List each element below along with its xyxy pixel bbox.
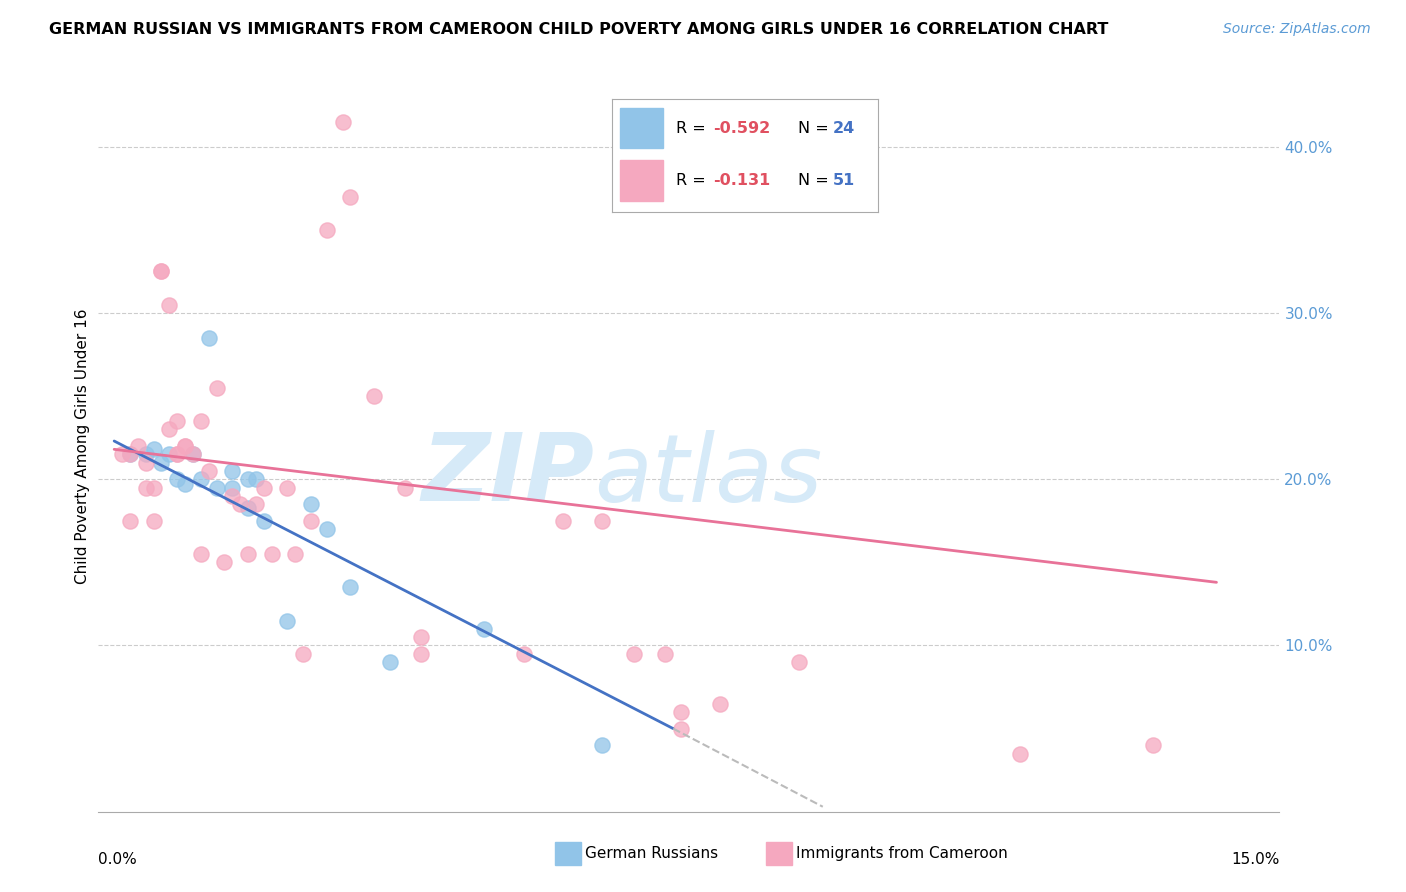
Y-axis label: Child Poverty Among Girls Under 16: Child Poverty Among Girls Under 16: [75, 309, 90, 583]
Point: [118, 447, 141, 461]
Point: [150, 264, 173, 278]
Point: [142, 514, 165, 528]
Point: [157, 298, 180, 312]
Point: [394, 481, 416, 495]
Point: [411, 630, 433, 644]
Point: [150, 456, 173, 470]
Point: [245, 472, 267, 486]
Point: [157, 447, 180, 461]
Point: [118, 447, 141, 461]
Point: [315, 522, 337, 536]
Point: [245, 497, 267, 511]
Point: [111, 447, 134, 461]
Text: 0.0%: 0.0%: [98, 852, 138, 867]
Point: [174, 477, 197, 491]
Point: [205, 481, 228, 495]
Point: [623, 647, 645, 661]
Point: [284, 547, 307, 561]
Point: [339, 189, 361, 203]
Point: [127, 439, 149, 453]
Point: [332, 115, 354, 129]
Point: [190, 414, 212, 428]
Point: [166, 447, 188, 461]
Point: [181, 447, 204, 461]
Point: [339, 580, 361, 594]
Point: [236, 472, 259, 486]
Point: [221, 489, 243, 503]
Text: GERMAN RUSSIAN VS IMMIGRANTS FROM CAMEROON CHILD POVERTY AMONG GIRLS UNDER 16 CO: GERMAN RUSSIAN VS IMMIGRANTS FROM CAMERO…: [49, 22, 1108, 37]
Point: [709, 697, 731, 711]
Text: Source: ZipAtlas.com: Source: ZipAtlas.com: [1223, 22, 1371, 37]
Point: [787, 655, 810, 669]
Point: [591, 514, 613, 528]
Point: [190, 472, 212, 486]
Point: [150, 264, 173, 278]
Point: [363, 389, 385, 403]
Point: [221, 481, 243, 495]
Point: [174, 439, 197, 453]
Point: [174, 439, 197, 453]
Point: [1008, 747, 1031, 761]
Point: [1142, 738, 1164, 752]
Point: [260, 547, 283, 561]
Point: [118, 514, 141, 528]
Point: [591, 738, 613, 752]
Point: [472, 622, 495, 636]
Point: [411, 647, 433, 661]
Point: [166, 472, 188, 486]
Point: [299, 514, 322, 528]
Point: [292, 647, 315, 661]
Point: [276, 614, 298, 628]
Point: [214, 555, 236, 569]
Point: [197, 464, 219, 478]
Point: [276, 481, 298, 495]
Text: atlas: atlas: [595, 430, 823, 521]
Point: [551, 514, 574, 528]
Point: [197, 331, 219, 345]
Text: 15.0%: 15.0%: [1232, 852, 1279, 867]
Point: [378, 655, 401, 669]
Point: [135, 481, 157, 495]
Point: [166, 414, 188, 428]
Point: [142, 481, 165, 495]
Point: [654, 647, 676, 661]
Point: [512, 647, 534, 661]
Point: [190, 547, 212, 561]
Point: [299, 497, 322, 511]
Point: [229, 497, 252, 511]
Point: [253, 514, 276, 528]
Point: [669, 705, 692, 719]
Text: German Russians: German Russians: [585, 847, 718, 861]
Point: [221, 464, 243, 478]
Text: Immigrants from Cameroon: Immigrants from Cameroon: [796, 847, 1008, 861]
Point: [142, 442, 165, 457]
Point: [669, 722, 692, 736]
Point: [135, 456, 157, 470]
Point: [181, 447, 204, 461]
Point: [157, 422, 180, 436]
Point: [236, 547, 259, 561]
Point: [135, 447, 157, 461]
Text: ZIP: ZIP: [422, 429, 595, 521]
Point: [166, 447, 188, 461]
Point: [205, 381, 228, 395]
Point: [253, 481, 276, 495]
Point: [315, 223, 337, 237]
Point: [236, 500, 259, 515]
